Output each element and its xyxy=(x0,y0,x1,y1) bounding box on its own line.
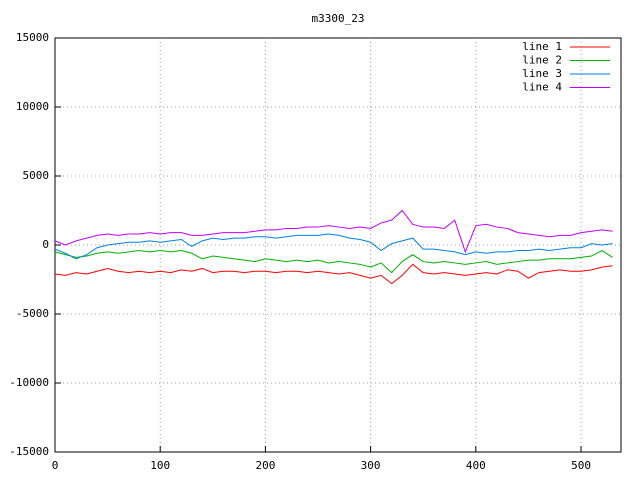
x-tick-label: 100 xyxy=(150,459,170,472)
x-tick-label: 500 xyxy=(571,459,591,472)
legend-label: line 2 xyxy=(522,54,562,67)
y-tick-label: -10000 xyxy=(9,376,49,389)
data-line xyxy=(54,263,613,285)
data-line xyxy=(54,249,613,274)
y-tick-label: 5000 xyxy=(23,169,50,182)
y-tick-label: 15000 xyxy=(16,31,49,44)
x-tick-label: 400 xyxy=(466,459,486,472)
x-tick-label: 200 xyxy=(255,459,275,472)
legend-label: line 4 xyxy=(522,81,562,94)
y-tick-label: -15000 xyxy=(9,445,49,458)
y-tick-label: 10000 xyxy=(16,100,49,113)
data-line xyxy=(54,233,613,260)
data-line xyxy=(54,209,613,254)
legend-label: line 3 xyxy=(522,67,562,80)
y-tick-label: 0 xyxy=(42,238,49,251)
x-tick-label: 0 xyxy=(52,459,59,472)
x-tick-label: 300 xyxy=(361,459,381,472)
y-tick-label: -5000 xyxy=(16,307,49,320)
legend-label: line 1 xyxy=(522,40,562,53)
chart-title: m3300_23 xyxy=(312,12,365,25)
